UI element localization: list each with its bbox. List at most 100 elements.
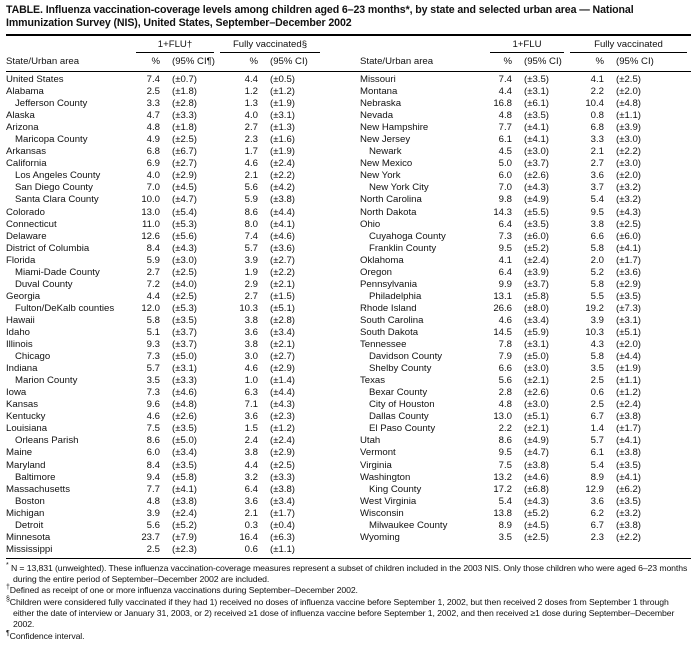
flu-ci: (±4.1): [524, 134, 549, 146]
state-name: Rhode Island: [360, 302, 417, 314]
flu-pct: 12.6: [141, 230, 160, 242]
state-name: Arkansas: [6, 146, 46, 158]
state-name: Marion County: [15, 375, 78, 387]
fully-vaccinated-ci: (±3.9): [616, 122, 641, 134]
fully-vaccinated-pct: 5.9: [244, 194, 258, 206]
flu-ci: (±3.7): [172, 339, 197, 351]
footnote-marker: ¶: [6, 629, 10, 637]
flu-ci: (±2.7): [172, 158, 197, 170]
state-name: Philadelphia: [369, 290, 422, 302]
fully-vaccinated-ci: (±1.9): [616, 363, 641, 375]
flu-ci: (±3.3): [172, 375, 197, 387]
state-name: New Jersey: [360, 134, 411, 146]
flu-pct: 7.0: [146, 182, 160, 194]
state-name: King County: [369, 483, 422, 495]
fully-vaccinated-pct: 1.4: [590, 423, 604, 435]
flu-pct: [488, 544, 512, 556]
state-name: Louisiana: [6, 423, 48, 435]
fully-vaccinated-pct: 0.8: [590, 110, 604, 122]
fully-vaccinated-pct: 12.9: [585, 483, 604, 495]
state-name: Oregon: [360, 266, 392, 278]
fully-vaccinated-ci: (±2.4): [270, 158, 295, 170]
fully-vaccinated-ci: (±3.5): [616, 495, 641, 507]
fully-vaccinated-pct: 3.6: [590, 170, 604, 182]
state-name: Kentucky: [6, 411, 46, 423]
column-group-fully-vaccinated-right: Fully vaccinated: [570, 39, 687, 53]
fully-vaccinated-ci: (±1.7): [270, 507, 295, 519]
fully-vaccinated-ci: (±1.4): [270, 375, 295, 387]
state-name: New York City: [369, 182, 429, 194]
state-name: Wisconsin: [360, 507, 404, 519]
flu-pct: 7.5: [146, 423, 160, 435]
column-gap: [324, 134, 360, 146]
column-gap: [324, 423, 360, 435]
fully-vaccinated-pct: 2.7: [590, 158, 604, 170]
state-name: Vermont: [360, 447, 396, 459]
flu-pct: 7.3: [146, 387, 160, 399]
fully-vaccinated-ci: (±3.4): [270, 326, 295, 338]
fully-vaccinated-pct: 1.9: [244, 266, 258, 278]
flu-ci: (±5.4): [172, 206, 197, 218]
flu-pct: 7.5: [498, 459, 512, 471]
fully-vaccinated-pct: 2.1: [244, 170, 258, 182]
flu-ci: (±3.8): [172, 495, 197, 507]
column-gap: [324, 447, 360, 459]
fully-vaccinated-pct: 3.7: [590, 182, 604, 194]
column-gap: [324, 194, 360, 206]
fully-vaccinated-ci: (±3.8): [616, 519, 641, 531]
flu-pct: 6.9: [146, 158, 160, 170]
column-gap: [324, 460, 360, 472]
column-gap: [324, 435, 360, 447]
flu-pct: 8.6: [498, 435, 512, 447]
fully-vaccinated-pct: 6.2: [590, 507, 604, 519]
fully-vaccinated-pct: 6.8: [590, 122, 604, 134]
state-name: Illinois: [6, 339, 33, 351]
flu-pct: 4.8: [146, 495, 160, 507]
fully-vaccinated-ci: (±6.2): [616, 483, 641, 495]
state-name: Mississippi: [6, 543, 53, 555]
flu-pct: 5.7: [146, 363, 160, 375]
fully-vaccinated-pct: 3.3: [590, 134, 604, 146]
fully-vaccinated-ci: (±4.4): [270, 387, 295, 399]
flu-ci: (±8.0): [524, 302, 549, 314]
fully-vaccinated-ci: (±4.6): [270, 230, 295, 242]
flu-pct: 23.7: [141, 531, 160, 543]
fully-vaccinated-ci: (±2.2): [616, 531, 641, 543]
flu-ci: (±5.9): [524, 326, 549, 338]
flu-ci: (±4.3): [172, 242, 197, 254]
fully-vaccinated-ci: (±3.8): [270, 483, 295, 495]
state-name: Nevada: [360, 110, 394, 122]
flu-ci: (±3.1): [524, 339, 549, 351]
fully-vaccinated-pct: 3.8: [590, 218, 604, 230]
flu-pct: 14.3: [493, 206, 512, 218]
fully-vaccinated-ci: (±3.0): [616, 134, 641, 146]
flu-ci: (±3.5): [172, 423, 197, 435]
fully-vaccinated-pct: 3.5: [590, 363, 604, 375]
fully-vaccinated-ci: (±3.5): [616, 459, 641, 471]
spacer-cell: [360, 39, 488, 52]
flu-ci: (±6.1): [524, 98, 549, 110]
flu-ci: (±5.8): [172, 471, 197, 483]
fully-vaccinated-ci: (±2.7): [270, 351, 295, 363]
fully-vaccinated-ci: (±1.9): [270, 98, 295, 110]
flu-pct: 5.1: [146, 326, 160, 338]
column-gap: [324, 110, 360, 122]
fully-vaccinated-pct: 2.3: [244, 134, 258, 146]
fully-vaccinated-ci: (±2.0): [616, 86, 641, 98]
flu-pct: 17.2: [493, 483, 512, 495]
fully-vaccinated-ci: (±3.8): [270, 194, 295, 206]
fully-vaccinated-pct: 8.9: [590, 471, 604, 483]
column-gap: [324, 496, 360, 508]
column-gap: [324, 255, 360, 267]
fully-vaccinated-pct: 3.2: [244, 471, 258, 483]
flu-pct: 2.7: [146, 266, 160, 278]
state-name: Utah: [360, 435, 381, 447]
column-gap: [324, 146, 360, 158]
state-name: Oklahoma: [360, 254, 404, 266]
state-name: North Dakota: [360, 206, 417, 218]
fully-vaccinated-pct: 6.3: [244, 387, 258, 399]
column-header-ci: (95% CI): [524, 56, 562, 67]
flu-ci: (±4.5): [524, 519, 549, 531]
flu-pct: 8.4: [146, 242, 160, 254]
fully-vaccinated-ci: (±1.5): [270, 290, 295, 302]
